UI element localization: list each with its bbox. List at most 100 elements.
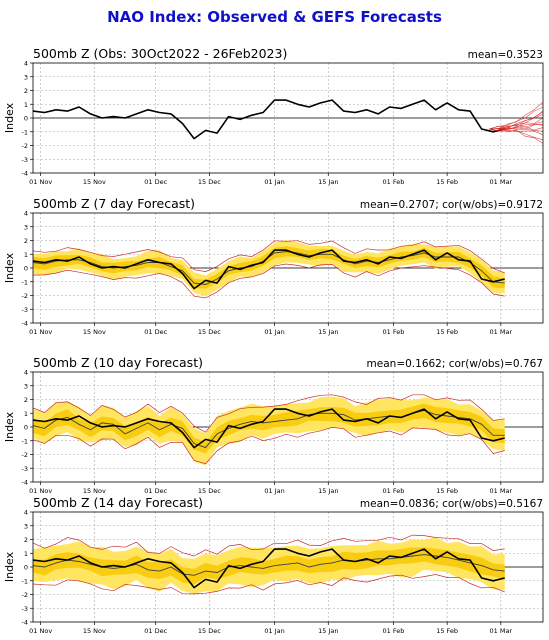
x-tick-label: 15 Jan — [318, 487, 338, 495]
y-tick-label: 2 — [24, 87, 28, 95]
y-tick-label: -2 — [22, 292, 28, 300]
forecast-member-line — [489, 128, 544, 144]
panel-title: 500mb Z (14 day Forecast) — [33, 495, 203, 510]
y-tick-label: -4 — [22, 479, 28, 487]
x-tick-label: 01 Mar — [490, 178, 513, 186]
x-tick-label: 15 Nov — [83, 328, 106, 336]
x-tick-label: 15 Nov — [83, 627, 106, 635]
y-tick-label: -1 — [22, 128, 28, 136]
y-tick-label: 2 — [24, 396, 28, 404]
x-tick-label: 15 Nov — [83, 487, 106, 495]
panel-title: 500mb Z (Obs: 30Oct2022 - 26Feb2023) — [33, 46, 287, 61]
x-tick-label: 01 Feb — [383, 627, 405, 635]
y-tick-label: 1 — [24, 410, 28, 418]
x-tick-label: 15 Dec — [198, 627, 221, 635]
x-tick-label: 01 Jan — [264, 627, 284, 635]
x-tick-label: 01 Nov — [29, 487, 52, 495]
y-tick-label: -2 — [22, 142, 28, 150]
x-tick-label: 15 Nov — [83, 178, 106, 186]
ensemble-max-line — [32, 240, 505, 274]
observed-line — [32, 99, 505, 140]
plot-frame — [32, 371, 544, 483]
panel-stats: mean=0.3523 — [468, 49, 543, 61]
x-tick-label: 01 Feb — [383, 487, 405, 495]
y-tick-label: 3 — [24, 522, 28, 530]
ensemble-min-line — [32, 263, 505, 299]
y-axis-label: Index — [3, 252, 16, 283]
plot-frame — [32, 511, 544, 623]
ensemble-max-line — [32, 534, 505, 557]
y-axis-label: Index — [3, 551, 16, 582]
observed-line — [32, 548, 505, 589]
panel-title: 500mb Z (7 day Forecast) — [33, 196, 195, 211]
y-tick-label: -3 — [22, 605, 28, 613]
forecast-mean-line — [32, 554, 505, 576]
page-title: NAO Index: Observed & GEFS Forecasts — [107, 8, 442, 26]
y-tick-label: 1 — [24, 251, 28, 259]
x-tick-label: 15 Dec — [198, 178, 221, 186]
ensemble-band-inner — [33, 246, 505, 289]
chart-panel-2: 500mb Z (7 day Forecast) mean=0.2707; cor… — [3, 196, 544, 336]
y-tick-label: -1 — [22, 278, 28, 286]
y-tick-label: -4 — [22, 170, 28, 178]
ensemble-min-line — [32, 427, 505, 465]
y-axis-label: Index — [3, 102, 16, 133]
x-tick-label: 01 Feb — [383, 178, 405, 186]
y-tick-label: 4 — [24, 509, 28, 517]
ensemble-min-line — [32, 574, 505, 595]
x-tick-label: 15 Jan — [318, 627, 338, 635]
x-tick-label: 15 Jan — [318, 178, 338, 186]
x-tick-label: 01 Dec — [144, 328, 167, 336]
y-tick-label: 1 — [24, 550, 28, 558]
x-tick-label: 01 Jan — [264, 178, 284, 186]
x-tick-label: 15 Feb — [436, 487, 458, 495]
chart-panel-1: 500mb Z (Obs: 30Oct2022 - 26Feb2023) mean… — [3, 46, 544, 186]
y-tick-label: -3 — [22, 465, 28, 473]
x-tick-label: 01 Dec — [144, 627, 167, 635]
y-tick-label: 1 — [24, 101, 28, 109]
y-tick-label: 3 — [24, 73, 28, 81]
chart-panel-4: 500mb Z (14 day Forecast) mean=0.0836; co… — [3, 495, 544, 635]
x-tick-label: 15 Dec — [198, 487, 221, 495]
x-tick-label: 01 Dec — [144, 487, 167, 495]
y-tick-label: 0 — [24, 424, 28, 432]
y-tick-label: -2 — [22, 591, 28, 599]
x-tick-label: 15 Feb — [436, 328, 458, 336]
y-tick-label: 4 — [24, 60, 28, 68]
x-tick-label: 01 Jan — [264, 487, 284, 495]
y-tick-label: -3 — [22, 156, 28, 164]
plot-frame — [32, 212, 544, 324]
y-tick-label: -4 — [22, 320, 28, 328]
x-tick-label: 01 Nov — [29, 328, 52, 336]
x-tick-label: 15 Feb — [436, 627, 458, 635]
plot-frame — [32, 62, 544, 174]
ensemble-band-outer — [33, 240, 505, 297]
x-tick-label: 01 Dec — [144, 178, 167, 186]
y-tick-label: 2 — [24, 536, 28, 544]
panel-stats: mean=0.1662; cor(w/obs)=0.767 — [367, 358, 543, 370]
y-tick-label: -4 — [22, 619, 28, 627]
observed-line — [32, 249, 505, 290]
x-tick-label: 01 Nov — [29, 178, 52, 186]
forecast-member-line — [489, 110, 544, 130]
x-tick-label: 15 Feb — [436, 178, 458, 186]
x-tick-label: 15 Jan — [318, 328, 338, 336]
y-tick-label: 4 — [24, 210, 28, 218]
y-tick-label: -3 — [22, 306, 28, 314]
y-tick-label: 0 — [24, 115, 28, 123]
panel-title: 500mb Z (10 day Forecast) — [33, 355, 203, 370]
ensemble-max-line — [32, 394, 505, 433]
chart-panel-3: 500mb Z (10 day Forecast) mean=0.1662; co… — [3, 355, 544, 495]
y-tick-label: 3 — [24, 382, 28, 390]
panel-stats: mean=0.2707; cor(w/obs)=0.9172 — [360, 199, 543, 211]
x-tick-label: 01 Jan — [264, 328, 284, 336]
y-tick-label: 0 — [24, 265, 28, 273]
y-axis-label: Index — [3, 411, 16, 442]
observed-line — [32, 408, 505, 449]
panel-stats: mean=0.0836; cor(w/obs)=0.5167 — [360, 498, 543, 510]
y-tick-label: 3 — [24, 223, 28, 231]
x-tick-label: 01 Mar — [490, 328, 513, 336]
y-tick-label: -1 — [22, 577, 28, 585]
y-tick-label: -1 — [22, 437, 28, 445]
